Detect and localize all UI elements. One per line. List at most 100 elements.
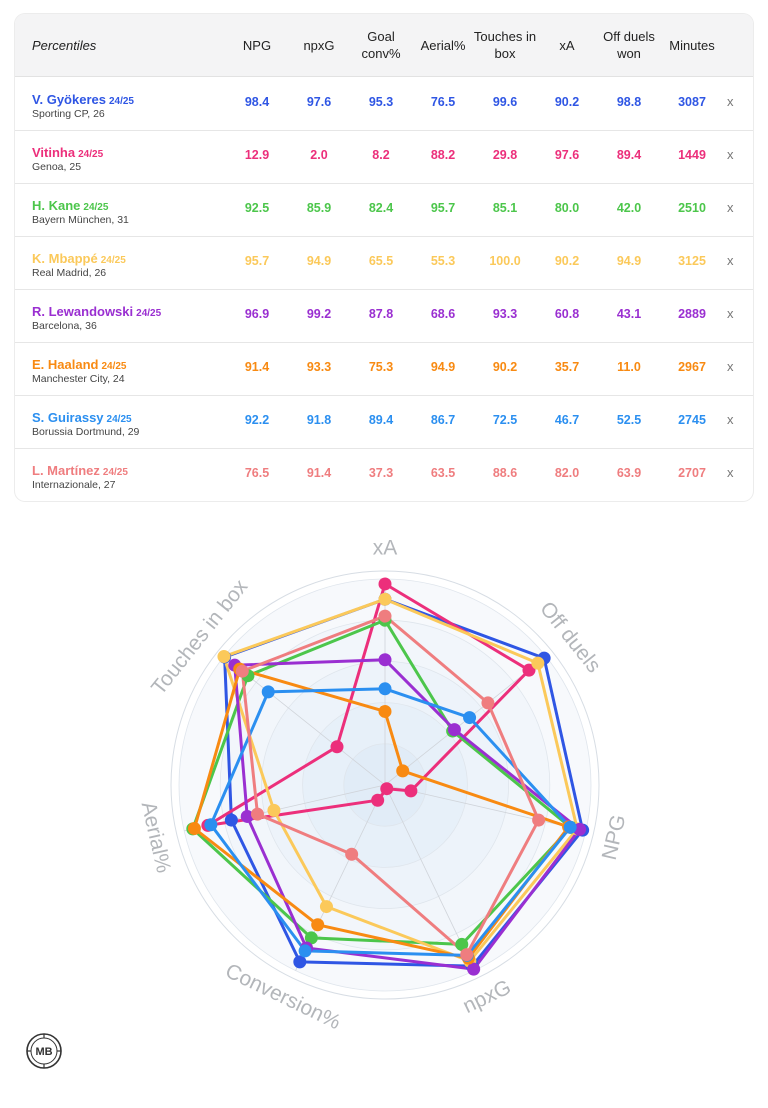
header-touches-in-box: Touches in box [473,29,537,61]
stat-cell: 63.5 [430,466,456,480]
stat-cell: 97.6 [306,95,332,109]
table-row: E. Haaland 24/25 Manchester City, 24 91.4 93… [15,342,753,396]
player-season: 24/25 [101,361,127,372]
data-point [240,809,254,823]
stat-cell: 37.3 [368,466,394,480]
data-point [345,847,359,861]
stat-cell: 87.8 [368,307,394,321]
player-season: 24/25 [102,467,128,478]
data-point [204,818,218,832]
data-point [378,609,392,623]
table-row: H. Kane 24/25 Bayern München, 31 92.5 85.9 82… [15,183,753,237]
stat-cell: 85.9 [306,201,332,215]
data-point [467,962,481,976]
player-club: Bayern München, 31 [32,214,129,226]
stat-cell: 8.2 [372,148,390,162]
table-row: S. Guirassy 24/25 Borussia Dortmund, 29 92.… [15,395,753,449]
axis-spoke [384,784,586,832]
stat-cell: 95.3 [368,95,394,109]
stat-cell: 91.4 [306,466,332,480]
data-point [463,711,477,725]
data-point [522,663,536,677]
stat-cell: 80.0 [554,201,580,215]
remove-player-button[interactable]: x [727,200,734,215]
player-season: 24/25 [108,96,134,107]
remove-player-button[interactable]: x [727,147,734,162]
stat-cell: 92.5 [244,201,270,215]
stat-cell: 99.2 [306,307,332,321]
player-name-text: L. Martínez [32,463,100,478]
series-line [209,687,572,957]
header-aerial: Aerial% [420,37,466,53]
stat-cell: 35.7 [554,360,580,374]
remove-player-button[interactable]: x [727,412,734,427]
stat-cell: 89.4 [616,148,642,162]
stat-cell: 95.7 [430,201,456,215]
remove-player-button[interactable]: x [727,465,734,480]
stat-cell: 60.8 [554,307,580,321]
header-npxg: npxG [303,37,335,53]
data-point [532,813,546,827]
stat-cell: 11.0 [617,360,641,374]
stat-cell: 68.6 [430,307,456,321]
stat-cell: 82.4 [368,201,394,215]
stat-cell: 3125 [678,254,706,268]
player-name: Vitinha 24/25 [32,145,103,160]
data-point [293,955,307,969]
stat-cell: 97.6 [554,148,580,162]
stat-cell: 52.5 [616,413,642,427]
series-line [222,597,579,963]
data-point [371,793,385,807]
data-point [311,918,325,932]
stat-cell: 43.1 [616,307,642,321]
stat-cell: 12.9 [244,148,270,162]
data-point [455,937,469,951]
stat-cell: 94.9 [616,254,642,268]
data-point [319,900,333,914]
data-point [380,782,394,796]
data-point [217,650,231,664]
data-point [298,944,312,958]
stat-cell: 65.5 [368,254,394,268]
player-season: 24/25 [78,149,104,160]
data-point [404,784,418,798]
player-season: 24/25 [136,308,162,319]
stat-cell: 91.8 [306,413,332,427]
stat-cell: 95.7 [244,254,270,268]
stat-cell: 98.4 [244,95,270,109]
series-line [240,614,541,957]
outer-ring [170,570,600,1000]
header-percentiles: Percentiles [32,37,97,53]
header-minutes: Minutes [669,37,715,53]
table-row: Vitinha 24/25 Genoa, 25 12.9 2.0 8.2 88.2 29.8 9… [15,130,753,184]
data-point [304,931,318,945]
stat-cell: 92.2 [244,413,270,427]
player-name: S. Guirassy 24/25 [32,410,132,425]
remove-player-button[interactable]: x [727,94,734,109]
data-point [396,764,410,778]
stat-cell: 94.9 [430,360,456,374]
player-name-text: Vitinha [32,145,76,160]
stat-cell: 42.0 [616,201,642,215]
table-row: L. Martínez 24/25 Internazionale, 27 76.5 91… [15,448,753,501]
stat-cell: 2.0 [310,148,328,162]
remove-player-button[interactable]: x [727,359,734,374]
stat-cell: 76.5 [244,466,270,480]
player-name: V. Gyökeres 24/25 [32,92,134,107]
remove-player-button[interactable]: x [727,306,734,321]
axis-label: xA [373,540,398,560]
player-name: R. Lewandowski 24/25 [32,304,161,319]
remove-player-button[interactable]: x [727,253,734,268]
stat-cell: 85.1 [492,201,518,215]
data-point [235,664,249,678]
stat-cell: 96.9 [244,307,270,321]
header-npg: NPG [242,37,272,53]
header-goal-conv: Goal conv% [361,29,401,61]
stat-cell: 75.3 [368,360,394,374]
player-club: Borussia Dortmund, 29 [32,426,140,438]
data-point [330,740,344,754]
series-line [223,597,585,968]
comparison-table: Percentiles NPG npxG Goal conv% Aerial% … [15,14,753,501]
data-point [378,653,392,667]
